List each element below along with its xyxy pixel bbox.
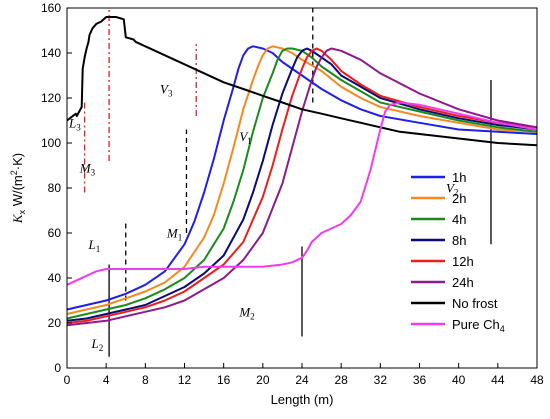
x-tick-label: 4 <box>103 373 110 387</box>
legend-label: 12h <box>452 254 474 269</box>
series-line-pure-ch <box>66 101 538 286</box>
legend-label: 8h <box>452 233 466 248</box>
y-tick-label: 40 <box>48 271 62 285</box>
y-tick-label: 160 <box>41 1 61 15</box>
series-line-8h <box>66 47 538 322</box>
annotation-label: V2 <box>446 181 458 198</box>
x-tick-label: 44 <box>491 373 505 387</box>
y-title-superscript: 2 <box>9 170 19 175</box>
y-title-unit-end: ·K) <box>10 153 25 170</box>
y-tick-label: 100 <box>41 136 61 150</box>
series-line-2h <box>66 45 538 315</box>
legend-label: 2h <box>452 191 466 206</box>
series-line-1h <box>66 45 538 311</box>
annotation-label: V1 <box>239 129 251 146</box>
x-tick-label: 40 <box>452 373 466 387</box>
y-axis-ticks: 0 20 40 60 80 100 120 140 160 <box>41 1 72 375</box>
x-tick-label: 24 <box>295 373 309 387</box>
y-title-unit: W/(m <box>10 175 25 210</box>
x-tick-label: 0 <box>64 373 71 387</box>
annotation-label: M1 <box>166 226 182 243</box>
y-title-symbol: K <box>10 213 25 224</box>
y-tick-label: 0 <box>54 361 61 375</box>
x-tick-label: 32 <box>374 373 388 387</box>
annotation-label: L3 <box>68 115 81 132</box>
legend-label: 1h <box>452 170 466 185</box>
x-tick-label: 12 <box>178 373 192 387</box>
legend-label: No frost <box>452 296 498 311</box>
y-tick-label: 60 <box>48 226 62 240</box>
y-title-subscript: x <box>17 209 27 214</box>
annotation-label: M2 <box>238 304 254 321</box>
annotation-label: M3 <box>79 160 96 177</box>
legend: 1h 2h 4h 8h 12h 24h No frost Pure Ch4 <box>411 170 505 334</box>
legend-label: Pure Ch4 <box>452 317 505 334</box>
y-axis-title: Kx W/(m2·K) <box>9 153 27 224</box>
annotation-label: L2 <box>90 336 103 353</box>
x-tick-label: 8 <box>142 373 149 387</box>
legend-label: 24h <box>452 275 474 290</box>
y-tick-label: 20 <box>48 316 62 330</box>
x-tick-label: 48 <box>530 373 544 387</box>
series-line-4h <box>66 47 538 320</box>
y-tick-label: 140 <box>41 46 61 60</box>
x-axis-ticks: 0 4 8 12 16 20 24 28 32 36 40 44 48 <box>64 363 544 387</box>
region-marker-lines <box>83 8 492 357</box>
series-line-no-frost <box>66 16 538 147</box>
x-tick-label: 28 <box>334 373 348 387</box>
y-tick-label: 120 <box>41 91 61 105</box>
legend-label: 4h <box>452 212 466 227</box>
region-annotations: L3 M3 V3 V1 M1 L1 M2 L2 V2 <box>68 82 458 353</box>
annotation-label: L1 <box>88 237 101 254</box>
x-tick-label: 16 <box>217 373 231 387</box>
x-tick-label: 36 <box>413 373 427 387</box>
x-axis-title: Length (m) <box>271 392 334 407</box>
series-lines <box>66 16 538 327</box>
x-tick-label: 20 <box>256 373 270 387</box>
series-line-24h <box>66 47 538 327</box>
y-tick-label: 80 <box>48 181 62 195</box>
annotation-label: V3 <box>160 82 173 99</box>
series-line-12h <box>66 47 538 324</box>
